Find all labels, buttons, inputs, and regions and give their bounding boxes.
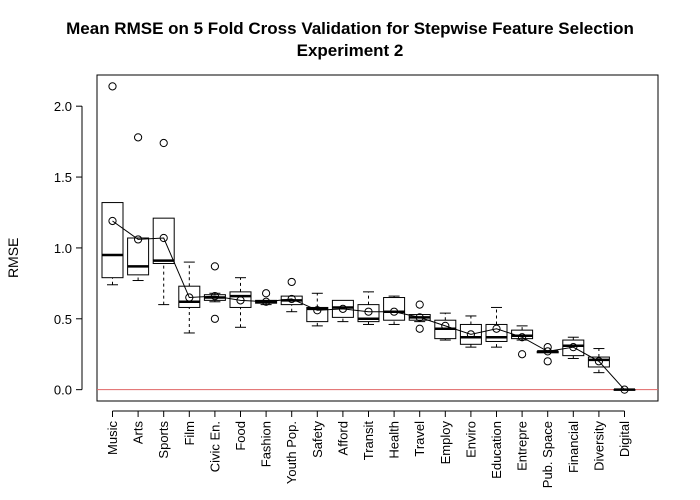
x-tick-label: Film [182, 421, 197, 446]
x-tick-label: Safety [310, 421, 325, 458]
outlier-point [210, 314, 219, 323]
y-tick-label: 2.0 [54, 99, 72, 114]
x-tick-label: Youth Pop. [284, 421, 299, 484]
mean-point [338, 304, 347, 313]
mean-point [594, 357, 604, 366]
chart-title-line2: Experiment 2 [296, 41, 404, 60]
x-tick-label: Civic En. [207, 421, 222, 472]
mean-line [112, 220, 625, 390]
outlier-point [543, 343, 552, 352]
box [587, 356, 610, 368]
x-tick-label: Employ [438, 421, 453, 465]
box [229, 291, 252, 308]
y-tick-label: 1.0 [54, 241, 72, 256]
mean-point [518, 333, 527, 342]
mean-point [620, 385, 629, 394]
mean-point [313, 306, 322, 315]
outlier-point [210, 262, 219, 271]
mean-point [441, 321, 450, 330]
box [306, 306, 329, 323]
x-tick-label: Arts [131, 421, 146, 445]
outlier-point [415, 300, 424, 309]
x-tick-label: Food [233, 421, 248, 451]
box [331, 299, 354, 318]
y-tick-label: 0.5 [54, 312, 72, 327]
mean-point [364, 307, 373, 316]
mean-point [262, 297, 271, 306]
x-tick-label: Afford [335, 421, 350, 455]
x-tick-label: Health [387, 421, 402, 459]
outlier-point [262, 289, 271, 298]
x-tick-label: Sports [156, 421, 171, 459]
outlier-point [543, 357, 552, 366]
x-tick-label: Digital [617, 421, 632, 457]
outlier-point [518, 350, 527, 359]
outlier-point [108, 82, 117, 91]
box [485, 323, 508, 342]
x-tick-label: Music [105, 421, 120, 455]
mean-point [287, 294, 296, 304]
box [511, 329, 534, 340]
mean-point [210, 292, 219, 301]
plot-frame [96, 74, 659, 402]
box [383, 297, 406, 321]
mean-point [415, 313, 424, 322]
y-tick-label: 0.0 [54, 383, 72, 398]
chart-title-line1: Mean RMSE on 5 Fold Cross Validation for… [66, 19, 634, 38]
box [101, 202, 124, 279]
y-axis-title: RMSE [5, 238, 21, 278]
x-tick-label: Enviro [463, 421, 478, 458]
y-tick-label: 1.5 [54, 170, 72, 185]
outlier-point [287, 277, 296, 287]
mean-point [492, 324, 501, 333]
box [127, 237, 150, 276]
mean-point [543, 347, 552, 356]
x-tick-label: Education [489, 421, 504, 479]
box [562, 339, 585, 357]
mean-point [185, 293, 194, 302]
outlier-point [415, 324, 424, 333]
mean-point [159, 233, 168, 243]
mean-point [236, 296, 245, 305]
x-tick-label: Travel [412, 421, 427, 457]
mean-point [569, 343, 578, 352]
x-tick-label: Entrepre [515, 421, 530, 471]
mean-point [390, 307, 399, 316]
box [357, 304, 380, 323]
mean-point [108, 216, 117, 226]
box [152, 217, 175, 265]
mean-point [466, 330, 475, 339]
mean-point [134, 235, 143, 244]
box [459, 323, 482, 345]
x-tick-label: Diversity [591, 421, 606, 471]
x-tick-label: Pub. Space [540, 421, 555, 488]
x-tick-label: Fashion [259, 421, 274, 467]
outlier-point [134, 133, 143, 142]
outlier-point [159, 138, 168, 148]
x-tick-label: Financial [566, 421, 581, 473]
x-tick-label: Transit [361, 421, 376, 461]
chart-title: Mean RMSE on 5 Fold Cross Validation for… [0, 18, 700, 62]
